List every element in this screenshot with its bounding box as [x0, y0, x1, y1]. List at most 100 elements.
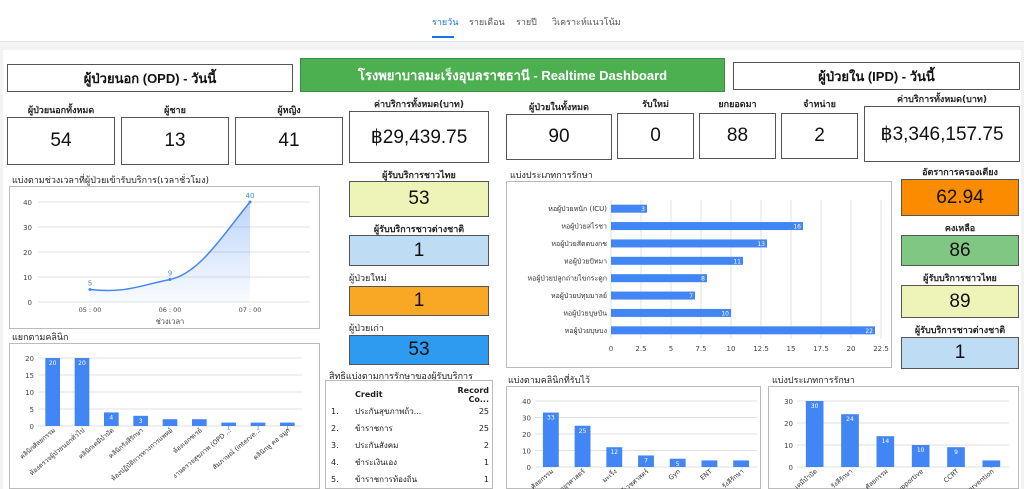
- x-tick-label: รังสีรักษา: [829, 467, 854, 489]
- row-count: 1: [483, 475, 489, 484]
- bar: [611, 222, 803, 231]
- x-tick-label: ENT: [699, 467, 714, 481]
- data-label: 40: [246, 192, 255, 200]
- row-credit: ประกันสังคม: [355, 441, 399, 450]
- ipd-carry-label: ยกยอดมา: [718, 100, 757, 110]
- ipd-remain-value: 86: [901, 235, 1019, 266]
- table-header-record-count[interactable]: Record Co...: [457, 385, 490, 404]
- data-label: 22: [865, 328, 873, 335]
- row-credit: ข้าราชการ: [355, 424, 393, 433]
- x-tick-label: ศัลยกรรม: [864, 467, 890, 489]
- x-tick-label: 05 : 00: [79, 306, 102, 314]
- ipd-foreign-value: 1: [901, 337, 1019, 369]
- x-tick-label: 15: [787, 345, 796, 353]
- table-header: Credit Record Co...: [327, 385, 491, 404]
- table-header-credit[interactable]: Credit: [355, 390, 383, 399]
- rights-table: Credit Record Co... 1. ประกันสุขภาพถ้ว..…: [327, 386, 491, 488]
- data-label: 9: [954, 449, 958, 456]
- bar: [192, 419, 207, 426]
- treatment-chart-title: แบ่งประเภทการรักษา: [772, 376, 855, 386]
- x-tick-label: 07 : 00: [239, 306, 262, 314]
- data-label: 7: [689, 293, 693, 300]
- x-tick-label: 22.5: [873, 345, 889, 353]
- y-tick-label: 10: [23, 274, 32, 282]
- ipd-cost-label: ค่าบริการทั้งหมด(บาท): [897, 95, 987, 105]
- data-label: 14: [882, 438, 890, 445]
- bar: [733, 460, 750, 467]
- y-tick-label: หอผู้ป่วยหนัก (ICU): [548, 205, 607, 213]
- data-label: 8: [701, 276, 705, 283]
- bar: [982, 460, 1001, 467]
- ipd-admit-value: 0: [617, 113, 694, 159]
- bar: [574, 425, 591, 467]
- opd-thai-label: ผู้รับบริการชาวไทย: [382, 171, 456, 181]
- y-tick-label: 0: [789, 464, 793, 472]
- bar: [669, 458, 686, 467]
- tab-monthly[interactable]: รายเดือน: [469, 18, 505, 28]
- y-tick-label: หอผู้ป่วยปัทมา: [564, 257, 607, 265]
- tab-yearly[interactable]: รายปี: [516, 18, 537, 28]
- opd-old-value: 53: [349, 335, 489, 365]
- ipd-total-value: 90: [506, 114, 612, 160]
- data-label: 7: [644, 457, 648, 464]
- y-tick-label: 30: [522, 415, 531, 423]
- x-tick-label: 17.5: [813, 345, 829, 353]
- ipd-total-label: ผู้ป่วยในทั้งหมด: [529, 103, 589, 113]
- y-tick-label: 10: [25, 389, 34, 397]
- bar: [611, 291, 695, 300]
- y-tick-label: หอผู้ป่วยบุษบัน: [563, 309, 607, 317]
- active-tab-indicator: [432, 36, 454, 38]
- opd-foreign-label: ผู้รับบริการชาวต่างชาติ: [373, 225, 465, 235]
- table-row: 5. ข้าราชการท้องถิ่น 1: [327, 471, 491, 488]
- opd-old-label: ผู้ป่วยเก่า: [349, 324, 384, 334]
- bar: [911, 445, 930, 467]
- top-navigation: รายวัน รายเดือน รายปี วิเคราะห์แนวโน้ม: [0, 0, 1024, 42]
- ipd-admit-label: รับใหม่: [642, 100, 669, 110]
- data-point: [168, 278, 172, 281]
- rights-table-panel: [325, 380, 493, 489]
- y-tick-label: 10: [522, 448, 531, 456]
- x-axis-label: ช่วงเวลา: [156, 317, 185, 326]
- ipd-foreign-label: ผู้รับบริการชาวต่างชาติ: [914, 326, 1006, 336]
- ipd-occupancy-value: 62.94: [901, 179, 1019, 216]
- treatment-chart-panel: 0 10 20 30 30 เคมีบำบัด 24 รังสีรักษา 14 ศัลยกรรม…: [768, 386, 1019, 489]
- bar: [74, 358, 90, 426]
- data-point: [88, 288, 92, 291]
- y-tick-label: หอผู้ป่วยบุษบง: [565, 327, 607, 335]
- y-tick-label: 30: [784, 398, 793, 406]
- opd-male-value: 13: [121, 117, 229, 165]
- x-tick-label: Supportive: [893, 467, 925, 489]
- bar: [701, 460, 718, 467]
- y-tick-label: 20: [23, 249, 32, 257]
- bar: [876, 436, 895, 467]
- ipd-occupancy-label: อัตราการครองเตียง: [922, 168, 998, 178]
- table-row: 1. ประกันสุขภาพถ้ว... 25: [327, 403, 491, 420]
- bar: [104, 412, 119, 426]
- bar: [611, 326, 875, 335]
- data-label: 25: [579, 428, 587, 435]
- x-tick-label: 20: [847, 345, 856, 353]
- clinic-bar-chart: 0510152020คลินิกศัลยกรรม20ห้องตรวจผู้ป่ว…: [18, 355, 302, 483]
- x-tick-label: อายุรศาสตร์: [555, 467, 587, 489]
- row-count: 1: [483, 458, 489, 467]
- opd-new-label: ผู้ป่วยใหม่: [349, 274, 387, 284]
- row-index: 5.: [331, 475, 339, 484]
- table-row: 4. ชำระเงินเอง 1: [327, 454, 491, 471]
- ward-bar-chart: 0 2.5 5 7.5 10 12.5 15 17.5 20 22.5 3 หอผู้ป่วยหนัก…: [528, 200, 889, 353]
- bar: [841, 414, 859, 467]
- hourly-chart-panel: 0 10 20 30 40 5 05 : 00 9 06 : 00 40 07 : 00 ช่วงเว…: [9, 186, 320, 329]
- clinic-chart-panel: 0 5 10 15 20 20 คลินิกศัลยกรรม 20 ห้องตรวจผู้ป่ว…: [9, 343, 320, 489]
- data-label: 4: [708, 462, 712, 469]
- row-index: 3.: [331, 441, 339, 450]
- x-tick-label: Intervention: [960, 467, 996, 489]
- bar: [542, 412, 559, 467]
- opd-foreign-value: 1: [349, 235, 489, 266]
- ipd-discharge-value: 2: [781, 113, 858, 159]
- tab-daily[interactable]: รายวัน: [432, 18, 459, 28]
- row-count: 25: [478, 407, 489, 416]
- tab-trend[interactable]: วิเคราะห์แนวโน้ม: [552, 18, 621, 28]
- data-label: 3: [989, 462, 993, 469]
- bar: [611, 239, 767, 248]
- opd-cost-label: ค่าบริการทั้งหมด(บาท): [374, 100, 464, 110]
- y-tick-label: 20: [784, 420, 793, 428]
